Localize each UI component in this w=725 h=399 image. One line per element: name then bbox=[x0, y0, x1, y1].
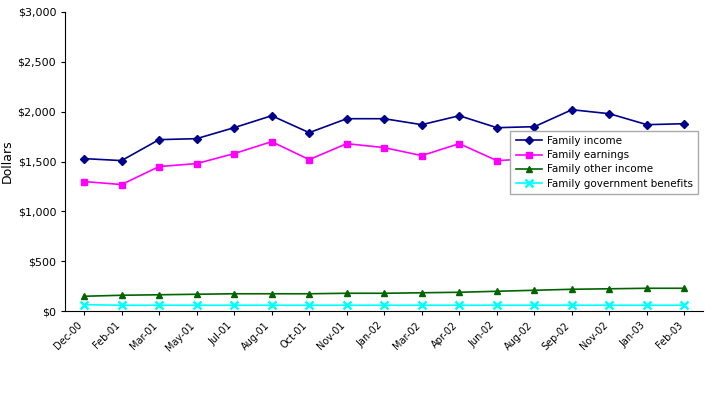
Family government benefits bbox=[268, 303, 276, 308]
Line: Family government benefits: Family government benefits bbox=[80, 301, 688, 309]
Family income bbox=[268, 113, 276, 118]
Family government benefits bbox=[418, 303, 426, 308]
Family earnings bbox=[80, 179, 88, 184]
Family income bbox=[342, 117, 351, 121]
Family earnings bbox=[117, 182, 126, 187]
Y-axis label: Dollars: Dollars bbox=[1, 140, 14, 184]
Family other income bbox=[642, 286, 651, 291]
Family earnings bbox=[530, 156, 539, 161]
Family other income bbox=[342, 291, 351, 296]
Line: Family earnings: Family earnings bbox=[81, 138, 687, 188]
Family income bbox=[455, 113, 464, 118]
Family earnings bbox=[605, 144, 614, 149]
Family government benefits bbox=[342, 303, 351, 308]
Family income bbox=[680, 121, 689, 126]
Family other income bbox=[80, 294, 88, 298]
Family other income bbox=[492, 289, 501, 294]
Family government benefits bbox=[154, 303, 163, 308]
Line: Family other income: Family other income bbox=[80, 285, 688, 300]
Family income bbox=[117, 158, 126, 163]
Family government benefits bbox=[642, 303, 651, 308]
Family income bbox=[304, 130, 313, 135]
Family earnings bbox=[192, 161, 201, 166]
Family earnings bbox=[154, 164, 163, 169]
Family other income bbox=[154, 292, 163, 297]
Family earnings bbox=[680, 152, 689, 157]
Family earnings bbox=[342, 141, 351, 146]
Family earnings bbox=[380, 145, 389, 150]
Family other income bbox=[455, 290, 464, 294]
Family government benefits bbox=[192, 303, 201, 308]
Family earnings bbox=[642, 156, 651, 161]
Family other income bbox=[192, 292, 201, 297]
Family other income bbox=[418, 290, 426, 295]
Family other income bbox=[680, 286, 689, 291]
Family earnings bbox=[268, 139, 276, 144]
Family other income bbox=[568, 287, 576, 292]
Family other income bbox=[605, 286, 614, 291]
Family government benefits bbox=[117, 303, 126, 308]
Family earnings bbox=[455, 141, 464, 146]
Family other income bbox=[117, 293, 126, 298]
Family other income bbox=[230, 291, 239, 296]
Family income bbox=[642, 122, 651, 127]
Line: Family income: Family income bbox=[81, 107, 687, 163]
Family government benefits bbox=[80, 302, 88, 307]
Family income bbox=[192, 136, 201, 141]
Family income bbox=[568, 107, 576, 112]
Family income bbox=[492, 125, 501, 130]
Family government benefits bbox=[680, 303, 689, 308]
Family other income bbox=[268, 291, 276, 296]
Family income bbox=[230, 125, 239, 130]
Family income bbox=[380, 117, 389, 121]
Family earnings bbox=[304, 157, 313, 162]
Family earnings bbox=[418, 153, 426, 158]
Family earnings bbox=[230, 151, 239, 156]
Family income bbox=[418, 122, 426, 127]
Family income bbox=[80, 156, 88, 161]
Family government benefits bbox=[530, 303, 539, 308]
Family income bbox=[605, 111, 614, 116]
Family other income bbox=[380, 291, 389, 296]
Family government benefits bbox=[230, 303, 239, 308]
Legend: Family income, Family earnings, Family other income, Family government benefits: Family income, Family earnings, Family o… bbox=[510, 131, 698, 194]
Family income bbox=[154, 137, 163, 142]
Family government benefits bbox=[380, 303, 389, 308]
Family government benefits bbox=[568, 303, 576, 308]
Family government benefits bbox=[304, 303, 313, 308]
Family earnings bbox=[568, 140, 576, 145]
Family earnings bbox=[492, 158, 501, 163]
Family government benefits bbox=[605, 303, 614, 308]
Family other income bbox=[530, 288, 539, 293]
Family other income bbox=[304, 291, 313, 296]
Family government benefits bbox=[492, 303, 501, 308]
Family government benefits bbox=[455, 303, 464, 308]
Family income bbox=[530, 124, 539, 129]
